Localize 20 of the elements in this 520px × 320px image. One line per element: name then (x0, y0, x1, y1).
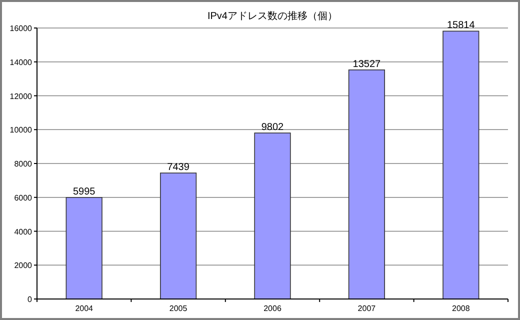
data-label: 7439 (167, 162, 190, 173)
data-label: 15814 (446, 20, 476, 32)
data-label: 5995 (72, 186, 96, 198)
y-tick-label: 10000 (10, 126, 33, 135)
y-tick-label: 6000 (14, 193, 33, 202)
x-tick-label: 2005 (169, 304, 188, 313)
y-tick-label: 8000 (14, 160, 33, 168)
y-tick-label: 12000 (10, 92, 33, 101)
x-tick-label: 2006 (264, 304, 282, 313)
y-tick-label: 2000 (14, 261, 33, 270)
chart-title: IPv4アドレス数の推移（個） (207, 10, 338, 22)
y-tick-label: 16000 (10, 24, 33, 33)
x-tick-label: 2004 (75, 304, 94, 313)
data-label: 9802 (261, 122, 284, 133)
x-tick-label: 2007 (358, 304, 376, 313)
y-tick-label: 0 (28, 295, 33, 304)
data-label: 13527 (352, 58, 382, 70)
y-tick-label: 14000 (10, 58, 33, 67)
y-tick-label: 4000 (14, 227, 33, 236)
x-tick-label: 2008 (452, 304, 470, 313)
